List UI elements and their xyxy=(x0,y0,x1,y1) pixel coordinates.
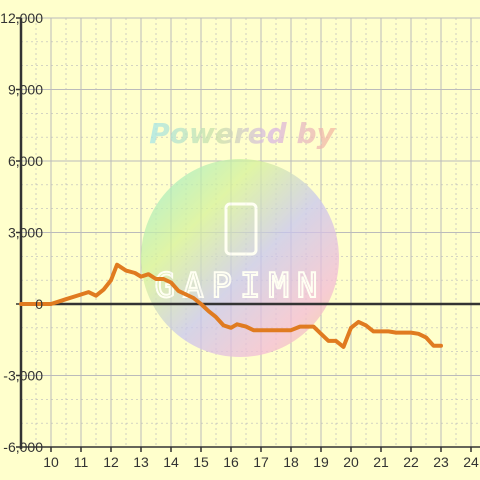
series-layer xyxy=(19,262,443,349)
x-tick-label: 14 xyxy=(163,454,179,470)
tick-labels: -6,000 -3,000 0 3,000 6,000 9,000 12,000 10 11 12… xyxy=(0,10,479,470)
axes xyxy=(16,17,480,452)
x-tick-label: 21 xyxy=(373,454,389,470)
x-tick-label: 18 xyxy=(283,454,299,470)
y-tick-label: 9,000 xyxy=(8,82,43,98)
x-tick-label: 19 xyxy=(313,454,329,470)
watermark-title: Powered by xyxy=(149,117,336,150)
x-tick-label: 22 xyxy=(403,454,419,470)
y-tick-label: 3,000 xyxy=(8,225,43,241)
x-tick-label: 23 xyxy=(433,454,449,470)
x-tick-label: 20 xyxy=(343,454,359,470)
x-tick-label: 12 xyxy=(103,454,119,470)
series-line xyxy=(19,262,443,349)
x-tick-label: 16 xyxy=(223,454,239,470)
x-tick-label: 13 xyxy=(133,454,149,470)
x-tick-label: 15 xyxy=(193,454,209,470)
y-tick-label: 0 xyxy=(35,296,43,312)
x-tick-label: 10 xyxy=(43,454,59,470)
watermark: Powered by GAPIMN xyxy=(141,117,339,357)
x-tick-label: 11 xyxy=(74,454,89,470)
y-tick-label: -3,000 xyxy=(3,368,43,384)
watermark-logo-circle xyxy=(141,159,339,357)
y-tick-label: 12,000 xyxy=(0,10,43,26)
x-tick-label: 24 xyxy=(463,454,479,470)
y-tick-label: 6,000 xyxy=(8,153,43,169)
x-tick-label: 17 xyxy=(253,454,269,470)
watermark-logo-glyph xyxy=(224,202,258,256)
y-tick-label: -6,000 xyxy=(3,439,43,455)
watermark-brand: GAPIMN xyxy=(155,266,326,306)
